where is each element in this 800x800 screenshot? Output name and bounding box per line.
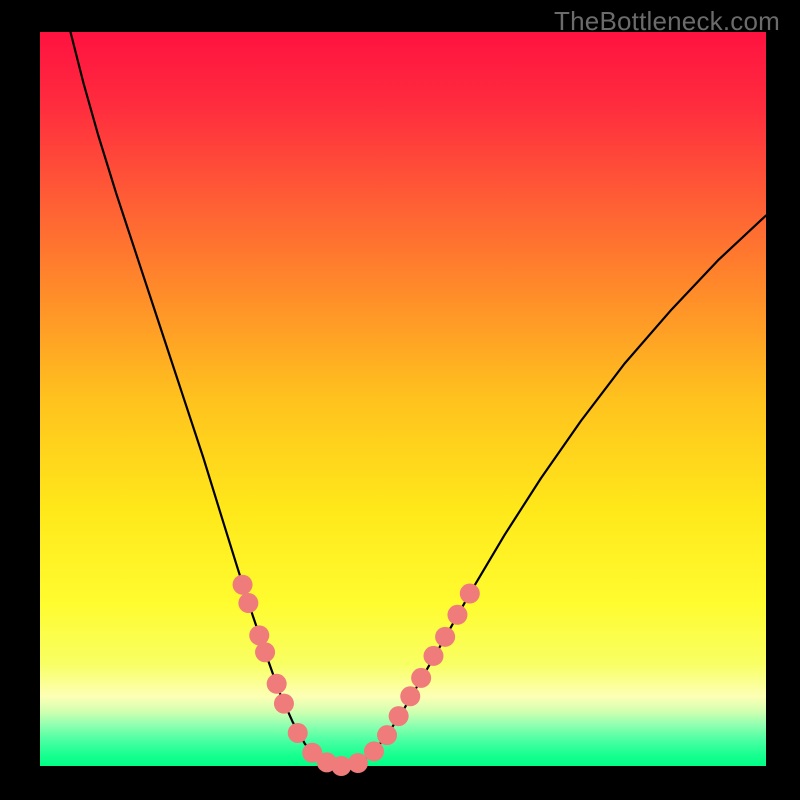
data-marker: [423, 646, 443, 666]
data-marker: [288, 723, 308, 743]
data-marker: [364, 741, 384, 761]
data-marker: [377, 725, 397, 745]
data-marker: [435, 627, 455, 647]
data-marker: [331, 756, 351, 776]
data-marker: [460, 584, 480, 604]
data-marker: [447, 605, 467, 625]
data-marker: [411, 668, 431, 688]
data-marker: [400, 686, 420, 706]
data-marker: [348, 753, 368, 773]
data-marker: [274, 694, 294, 714]
chart-svg: [0, 0, 800, 800]
bottleneck-curve: [70, 32, 766, 766]
data-marker: [267, 674, 287, 694]
data-marker: [389, 706, 409, 726]
data-marker: [233, 575, 253, 595]
data-marker: [238, 593, 258, 613]
data-marker: [255, 642, 275, 662]
watermark-text: TheBottleneck.com: [554, 6, 780, 37]
